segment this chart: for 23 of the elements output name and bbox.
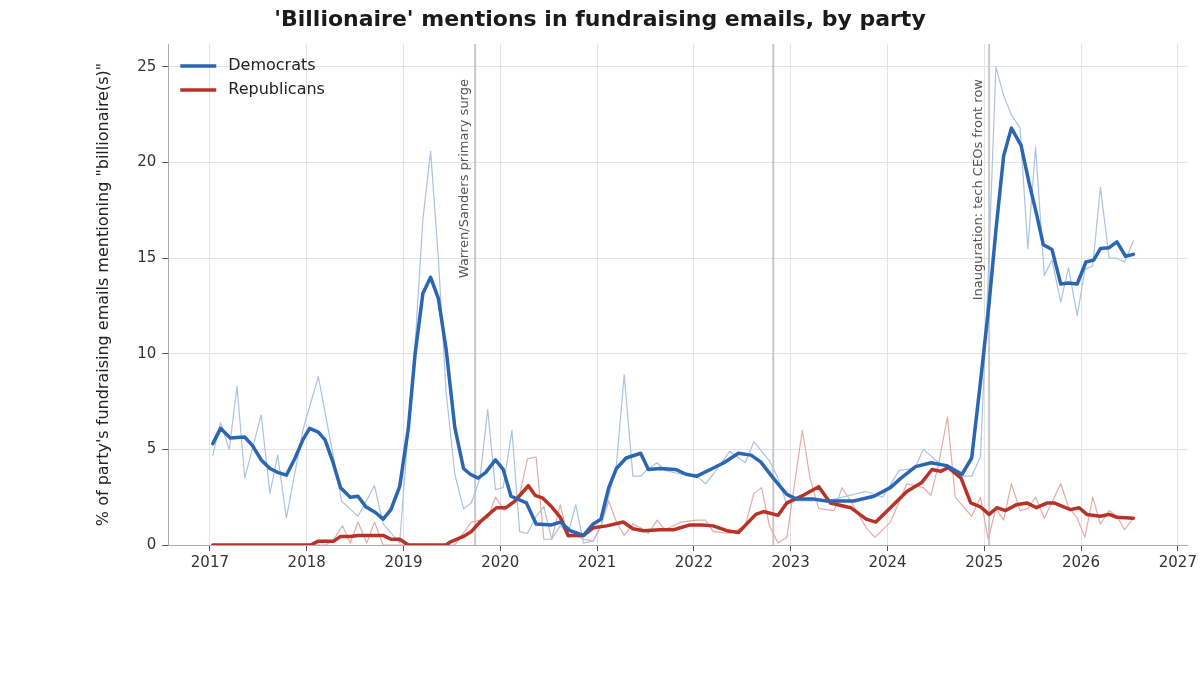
legend-label: Republicans — [228, 79, 325, 99]
x-tick-label: 2019 — [384, 552, 423, 571]
y-tick-label: 5 — [146, 439, 157, 458]
ref-line-label: Warren/Sanders primary surge — [456, 79, 472, 279]
x-tick-label: 2027 — [1158, 552, 1197, 571]
ref-line-label: Inauguration: tech CEOs front row — [970, 78, 985, 301]
y-tick-label: 0 — [146, 534, 157, 553]
y-axis-title: % of party's fundraising emails mentioning "billionaire(s)" — [92, 62, 112, 527]
y-tick-label: 20 — [137, 152, 157, 171]
x-tick-label: 2023 — [771, 552, 810, 571]
chart-title: 'Billionaire' mentions in fundraising emails, by party — [273, 6, 927, 31]
y-tick-label: 25 — [137, 56, 157, 75]
x-tick-label: 2018 — [287, 552, 326, 571]
x-tick-label: 2021 — [578, 552, 617, 571]
legend-label: Democrats — [228, 55, 316, 75]
x-tick-label: 2024 — [868, 552, 907, 571]
x-tick-label: 2022 — [674, 552, 713, 571]
y-tick-label: 10 — [137, 343, 157, 362]
x-tick-label: 2017 — [190, 552, 229, 571]
x-tick-label: 2020 — [481, 552, 520, 571]
x-tick-label: 2025 — [965, 552, 1004, 571]
x-tick-label: 2026 — [1061, 552, 1101, 571]
y-tick-label: 15 — [137, 248, 157, 267]
